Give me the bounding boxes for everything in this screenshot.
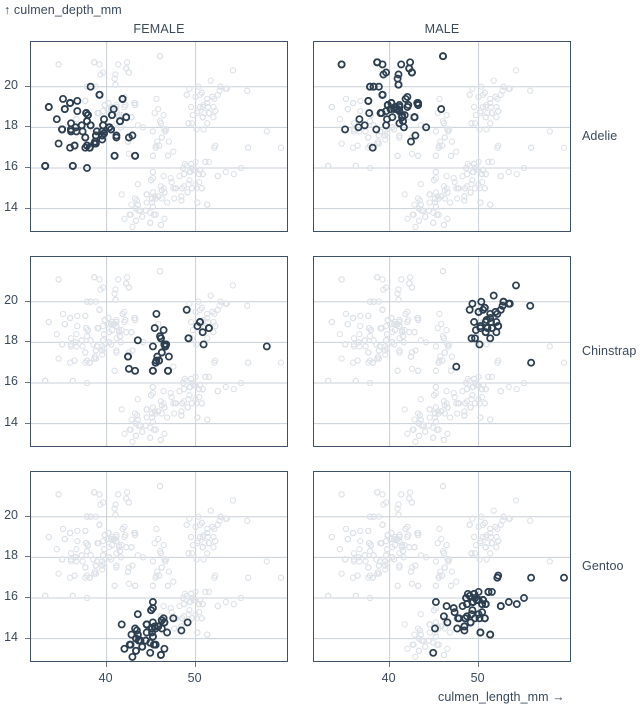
y-tick-label: 14	[4, 199, 18, 214]
x-tick-mark	[389, 662, 390, 667]
x-tick-mark	[478, 662, 479, 667]
y-tick-mark	[25, 638, 30, 639]
x-tick-mark	[106, 662, 107, 667]
y-tick-label: 16	[4, 588, 18, 603]
y-tick-mark	[25, 423, 30, 424]
y-tick-label: 14	[4, 414, 18, 429]
y-tick-mark	[25, 516, 30, 517]
panel-chinstrap-male[interactable]	[313, 256, 571, 447]
column-header-male: MALE	[424, 22, 460, 36]
y-tick-label: 16	[4, 373, 18, 388]
y-tick-label: 14	[4, 629, 18, 644]
y-tick-label: 18	[4, 333, 18, 348]
x-axis-title: culmen_length_mm →	[438, 690, 565, 704]
column-header-female: FEMALE	[133, 22, 185, 36]
y-tick-label: 20	[4, 507, 18, 522]
y-tick-mark	[25, 556, 30, 557]
y-tick-label: 16	[4, 158, 18, 173]
panel-adelie-female[interactable]	[30, 41, 288, 232]
panel-gentoo-male[interactable]	[313, 471, 571, 662]
y-tick-label: 18	[4, 118, 18, 133]
row-header-adelie: Adelie	[582, 128, 618, 143]
x-tick-label: 40	[381, 671, 396, 685]
row-header-gentoo: Gentoo	[582, 558, 624, 573]
panel-chinstrap-female[interactable]	[30, 256, 288, 447]
x-tick-mark	[195, 662, 196, 667]
y-tick-mark	[25, 382, 30, 383]
x-tick-label: 50	[187, 671, 202, 685]
panel-gentoo-female[interactable]	[30, 471, 288, 662]
y-tick-label: 18	[4, 548, 18, 563]
y-tick-mark	[25, 341, 30, 342]
y-tick-mark	[25, 208, 30, 209]
y-axis-title: ↑ culmen_depth_mm	[4, 3, 122, 17]
panel-adelie-male[interactable]	[313, 41, 571, 232]
y-tick-mark	[25, 167, 30, 168]
y-tick-label: 20	[4, 77, 18, 92]
x-tick-label: 40	[98, 671, 113, 685]
x-tick-label: 50	[470, 671, 485, 685]
y-tick-label: 20	[4, 292, 18, 307]
y-tick-mark	[25, 301, 30, 302]
row-header-chinstrap: Chinstrap	[582, 343, 637, 358]
y-tick-mark	[25, 126, 30, 127]
y-tick-mark	[25, 86, 30, 87]
y-tick-mark	[25, 597, 30, 598]
